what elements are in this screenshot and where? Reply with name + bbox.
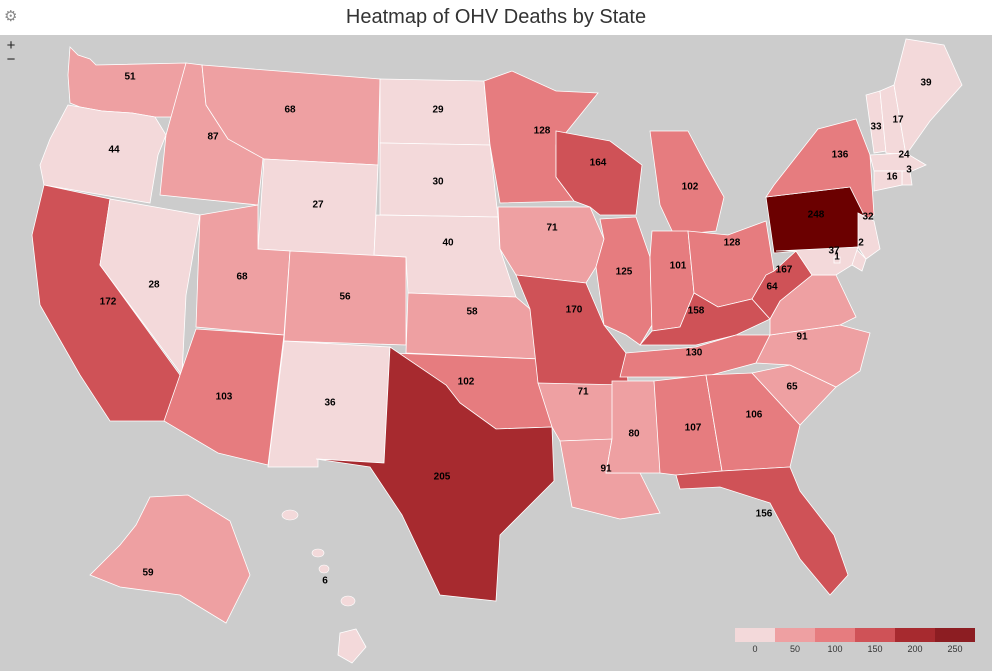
state-ny[interactable] [765, 118, 875, 220]
state-me[interactable] [893, 38, 963, 157]
state-ak[interactable] [89, 494, 251, 624]
legend-tick: 250 [947, 644, 963, 654]
state-wi[interactable] [555, 130, 643, 216]
state-value-label: 36 [324, 398, 336, 409]
state-ct[interactable] [873, 170, 903, 192]
state-hi-island[interactable] [340, 595, 356, 607]
state-value-label: 30 [432, 177, 444, 188]
state-value-label: 167 [776, 265, 793, 276]
state-mi[interactable] [649, 130, 725, 236]
state-value-label: 64 [766, 282, 778, 293]
state-value-label: 91 [796, 332, 808, 343]
state-value-label: 71 [546, 223, 558, 234]
state-value-label: 130 [686, 348, 703, 359]
legend-tick: 150 [867, 644, 883, 654]
legend-tick: 50 [789, 644, 801, 654]
state-value-label: 128 [724, 238, 741, 249]
state-value-label: 27 [312, 200, 324, 211]
state-value-label: 71 [577, 387, 589, 398]
state-value-label: 28 [148, 280, 160, 291]
state-value-label: 156 [756, 509, 773, 520]
legend-ticks: 0 50 100 150 200 250 [735, 642, 975, 656]
state-hi-island[interactable] [318, 564, 330, 574]
state-value-label: 107 [685, 423, 702, 434]
state-tx[interactable] [315, 346, 555, 602]
state-hi[interactable] [337, 628, 367, 664]
state-nj[interactable] [857, 212, 881, 260]
state-value-label: 172 [100, 297, 117, 308]
state-value-label: 164 [590, 158, 607, 169]
state-value-label: 87 [207, 132, 219, 143]
state-value-label: 56 [339, 292, 351, 303]
zoom-in-button[interactable]: + [6, 37, 16, 54]
state-value-label: 3 [906, 165, 912, 176]
state-nv[interactable] [99, 198, 201, 377]
legend-swatches [735, 628, 975, 642]
map-area[interactable]: + − 51 44 172 28 87 68 27 68 103 56 36 29 30 40 58 102 2… [0, 35, 992, 671]
state-value-label: 80 [628, 429, 640, 440]
legend-tick: 0 [752, 644, 758, 654]
state-value-label: 128 [534, 126, 551, 137]
state-ky[interactable] [639, 292, 771, 346]
state-value-label: 29 [432, 105, 444, 116]
state-value-label: 37 [828, 246, 840, 257]
gear-icon[interactable]: ⚙ [4, 8, 18, 25]
state-value-label: 205 [434, 472, 451, 483]
state-il[interactable] [595, 216, 653, 346]
state-value-label: 39 [920, 78, 932, 89]
legend-swatch [815, 628, 855, 642]
state-value-label: 91 [600, 464, 612, 475]
chart-title: Heatmap of OHV Deaths by State [345, 6, 647, 28]
state-value-label: 1 [834, 252, 840, 263]
legend-swatch [775, 628, 815, 642]
legend-swatch [735, 628, 775, 642]
state-ks[interactable] [405, 292, 541, 360]
state-fl[interactable] [675, 466, 849, 596]
color-legend: 0 50 100 150 200 250 [735, 628, 975, 656]
state-value-label: 33 [870, 122, 882, 133]
state-value-label: 68 [284, 105, 296, 116]
state-value-label: 58 [466, 307, 478, 318]
state-value-label: 51 [124, 72, 136, 83]
state-value-label: 24 [898, 150, 910, 161]
state-value-label: 102 [682, 182, 699, 193]
state-value-label: 32 [862, 212, 874, 223]
state-value-label: 248 [808, 210, 825, 221]
state-value-label: 106 [746, 410, 763, 421]
state-value-label: 125 [616, 267, 633, 278]
zoom-out-button[interactable]: − [6, 51, 16, 68]
state-hi-island[interactable] [311, 548, 325, 558]
us-map: 5144172288768276810356362930405810220512… [31, 38, 963, 664]
state-value-label: 59 [142, 568, 154, 579]
legend-swatch [895, 628, 935, 642]
state-md[interactable] [775, 246, 859, 276]
state-ms[interactable] [605, 380, 661, 474]
state-value-label: 158 [688, 306, 705, 317]
legend-swatch [935, 628, 975, 642]
state-value-label: 170 [566, 305, 583, 316]
state-value-label: 103 [216, 392, 233, 403]
state-value-label: 68 [236, 272, 248, 283]
state-value-label: 40 [442, 238, 454, 249]
state-hi-island[interactable] [281, 509, 299, 521]
state-value-label: 16 [886, 172, 898, 183]
state-ia[interactable] [497, 206, 605, 284]
state-or[interactable] [39, 104, 167, 204]
legend-swatch [855, 628, 895, 642]
state-value-label: 102 [458, 377, 475, 388]
state-value-label: 136 [832, 150, 849, 161]
state-value-label: 2 [858, 238, 864, 249]
state-ma[interactable] [869, 152, 927, 172]
state-value-label: 101 [670, 261, 687, 272]
state-value-label: 6 [322, 576, 328, 587]
state-value-label: 17 [892, 115, 904, 126]
state-value-label: 44 [108, 145, 120, 156]
legend-tick: 200 [907, 644, 923, 654]
state-value-label: 65 [786, 382, 798, 393]
state-dc[interactable] [833, 256, 841, 264]
legend-tick: 100 [827, 644, 843, 654]
